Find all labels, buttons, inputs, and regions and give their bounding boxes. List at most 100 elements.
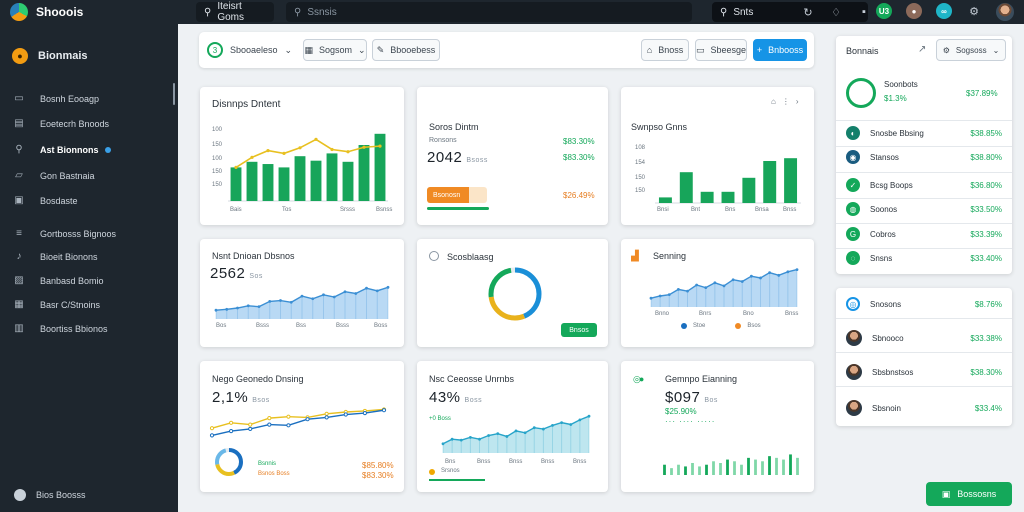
chevron-down-icon: ⌄ [358, 44, 366, 55]
mini-donut [215, 448, 243, 476]
view-select[interactable]: 3 Sbooaeleso ⌄ [207, 39, 292, 61]
data-point [569, 423, 573, 426]
settings-icon[interactable]: ⚙ [969, 5, 979, 18]
status-badge[interactable]: U3 [876, 3, 892, 19]
card-area-chart: Nsnt Dnioan Dbsnos 2562 Sos Bos Bsss Bss … [200, 239, 404, 347]
expand-icon[interactable]: ↗ [918, 44, 927, 55]
green-check-icon: ✓ [846, 178, 860, 192]
x-tick: Srsss [340, 207, 355, 213]
line-point [346, 150, 350, 154]
share-icon: ⌂ [646, 45, 653, 55]
person-row[interactable]: Sbsbnstsos $38.30% [846, 364, 1002, 380]
list-item[interactable]: ◍ Soonos $33.50% [846, 201, 1002, 217]
sidebar-brand[interactable]: ● Bionmais [12, 48, 88, 64]
export-button[interactable]: ▭ Sbeesge [695, 39, 747, 61]
line-point [314, 137, 318, 141]
kpi-value: 43% Boss [429, 389, 483, 406]
person-row[interactable]: ◎ Snosons $8.76% [846, 296, 1002, 312]
search-icon: ⚲ [720, 6, 728, 18]
data-point [324, 411, 329, 416]
person-row[interactable]: Sbsnoin $33.4% [846, 400, 1002, 416]
bar [691, 463, 694, 475]
sidebar-item-image[interactable]: ▨ Banbasd Bomio [14, 275, 104, 287]
panel-title: Bonnais [846, 46, 879, 56]
sidebar-item-documents[interactable]: ▤ Eoetecrh Bnoods [14, 118, 110, 130]
link-icon[interactable]: ∞ [936, 3, 952, 19]
data-point [523, 431, 527, 435]
list-item[interactable]: ◐ Snosbe Bbsing $38.85% [846, 125, 1002, 141]
data-point [450, 437, 454, 441]
sidebar-scrollbar[interactable] [173, 83, 175, 105]
sidebar-account[interactable]: Bios Boosss [14, 489, 86, 501]
donut-segment [215, 448, 243, 476]
bar [740, 464, 743, 475]
data-point [246, 304, 250, 308]
avatar[interactable] [996, 3, 1014, 21]
hero-value: $37.89% [966, 89, 998, 98]
avatar [846, 400, 862, 416]
date-button[interactable]: ✎ Bbooebess [372, 39, 440, 61]
sidebar-item-music[interactable]: ♪ Bioeit Bionons [14, 248, 174, 266]
bar [719, 463, 722, 475]
panel-select[interactable]: ⚙ Sogsoss ⌄ [936, 39, 1006, 61]
app-brand[interactable]: Shooois [10, 3, 83, 21]
progress-pill[interactable]: Bsonosn [427, 187, 487, 203]
sidebar-item-box[interactable]: ▥ Boortiss Bbionos [14, 323, 108, 335]
sidebar-item-filter[interactable]: ≡ Gortbosss Bignoos [14, 225, 174, 243]
card-title: Nsc Ceeosse Unrnbs [429, 374, 515, 384]
list-item[interactable]: ✓ Bcsg Boops $36.80% [846, 177, 1002, 193]
bar [278, 167, 290, 201]
sidebar-item-chart[interactable]: ▣ Bosdaste [14, 195, 78, 207]
x-tick: Bos [216, 323, 227, 329]
image-icon: ▨ [14, 275, 24, 286]
list-item[interactable]: ◉ Stansos $38.80% [846, 149, 1002, 165]
share-button[interactable]: ⌂ Bnoss [641, 39, 689, 61]
cta-button[interactable]: ▣ Bossosns [926, 482, 1012, 506]
list-item[interactable]: G Cobros $33.39% [846, 226, 1002, 242]
list-item[interactable]: ◌ Snsns $33.40% [846, 250, 1002, 266]
data-point [658, 294, 662, 298]
sidebar-item-search[interactable]: ⚲ Ast Bionnons [14, 141, 174, 159]
person-row[interactable]: Sbnooco $33.38% [846, 330, 1002, 346]
data-point [695, 283, 699, 287]
clock-icon [429, 251, 439, 261]
bar [679, 172, 693, 203]
y-tick: 150 [212, 142, 223, 148]
bar [663, 464, 666, 475]
metric-change: $83.30% [362, 471, 394, 480]
sidebar-item-folder[interactable]: ▱ Gon Bastnaia [15, 170, 95, 182]
divider [836, 386, 1012, 387]
data-point [365, 286, 368, 290]
card-controls-icon[interactable]: ⌂⋮› [771, 97, 805, 106]
donut-chart [488, 267, 542, 321]
card-title: Senning [653, 251, 687, 261]
card-title: Swnpso Gnns [631, 122, 688, 132]
chart-icon: ▣ [14, 195, 24, 206]
x-tick: Bsnss [376, 207, 393, 213]
sidebar-item-calendar[interactable]: ▦ Basr C/Stnoins [14, 299, 101, 311]
line-point [378, 144, 382, 148]
teal-circle-icon: ◐ [846, 126, 860, 140]
workspace-search[interactable]: ⚲ Iteisrt Goms [196, 1, 274, 23]
close-icon[interactable]: ▪ [862, 6, 866, 18]
bell-icon[interactable]: ♢ [831, 6, 841, 19]
global-search-input[interactable]: ⚲ Ssnsis [286, 2, 692, 22]
data-point [257, 305, 261, 309]
area-fill [216, 287, 388, 319]
bar [763, 161, 777, 203]
data-point [487, 434, 491, 437]
filter-select[interactable]: ▦ Sogsom ⌄ [303, 39, 367, 61]
secondary-search[interactable]: ⚲ Snts [712, 2, 868, 22]
data-point [343, 290, 347, 294]
donut-action-button[interactable]: Bnsos [561, 323, 597, 337]
primary-action-button[interactable]: + Bnbooss [753, 39, 807, 61]
edit-icon: ✎ [376, 44, 385, 55]
y-tick: 108 [635, 145, 646, 151]
kpi-value: 2042 Bsoss [427, 149, 488, 166]
data-point [268, 300, 272, 303]
sidebar-item-home[interactable]: ▭ Bosnh Eooagp [14, 93, 100, 105]
y-tick: 150 [212, 169, 223, 175]
refresh-icon[interactable]: ↻ [803, 6, 813, 19]
user-switch-icon[interactable]: ● [906, 3, 922, 19]
bar [310, 160, 322, 201]
